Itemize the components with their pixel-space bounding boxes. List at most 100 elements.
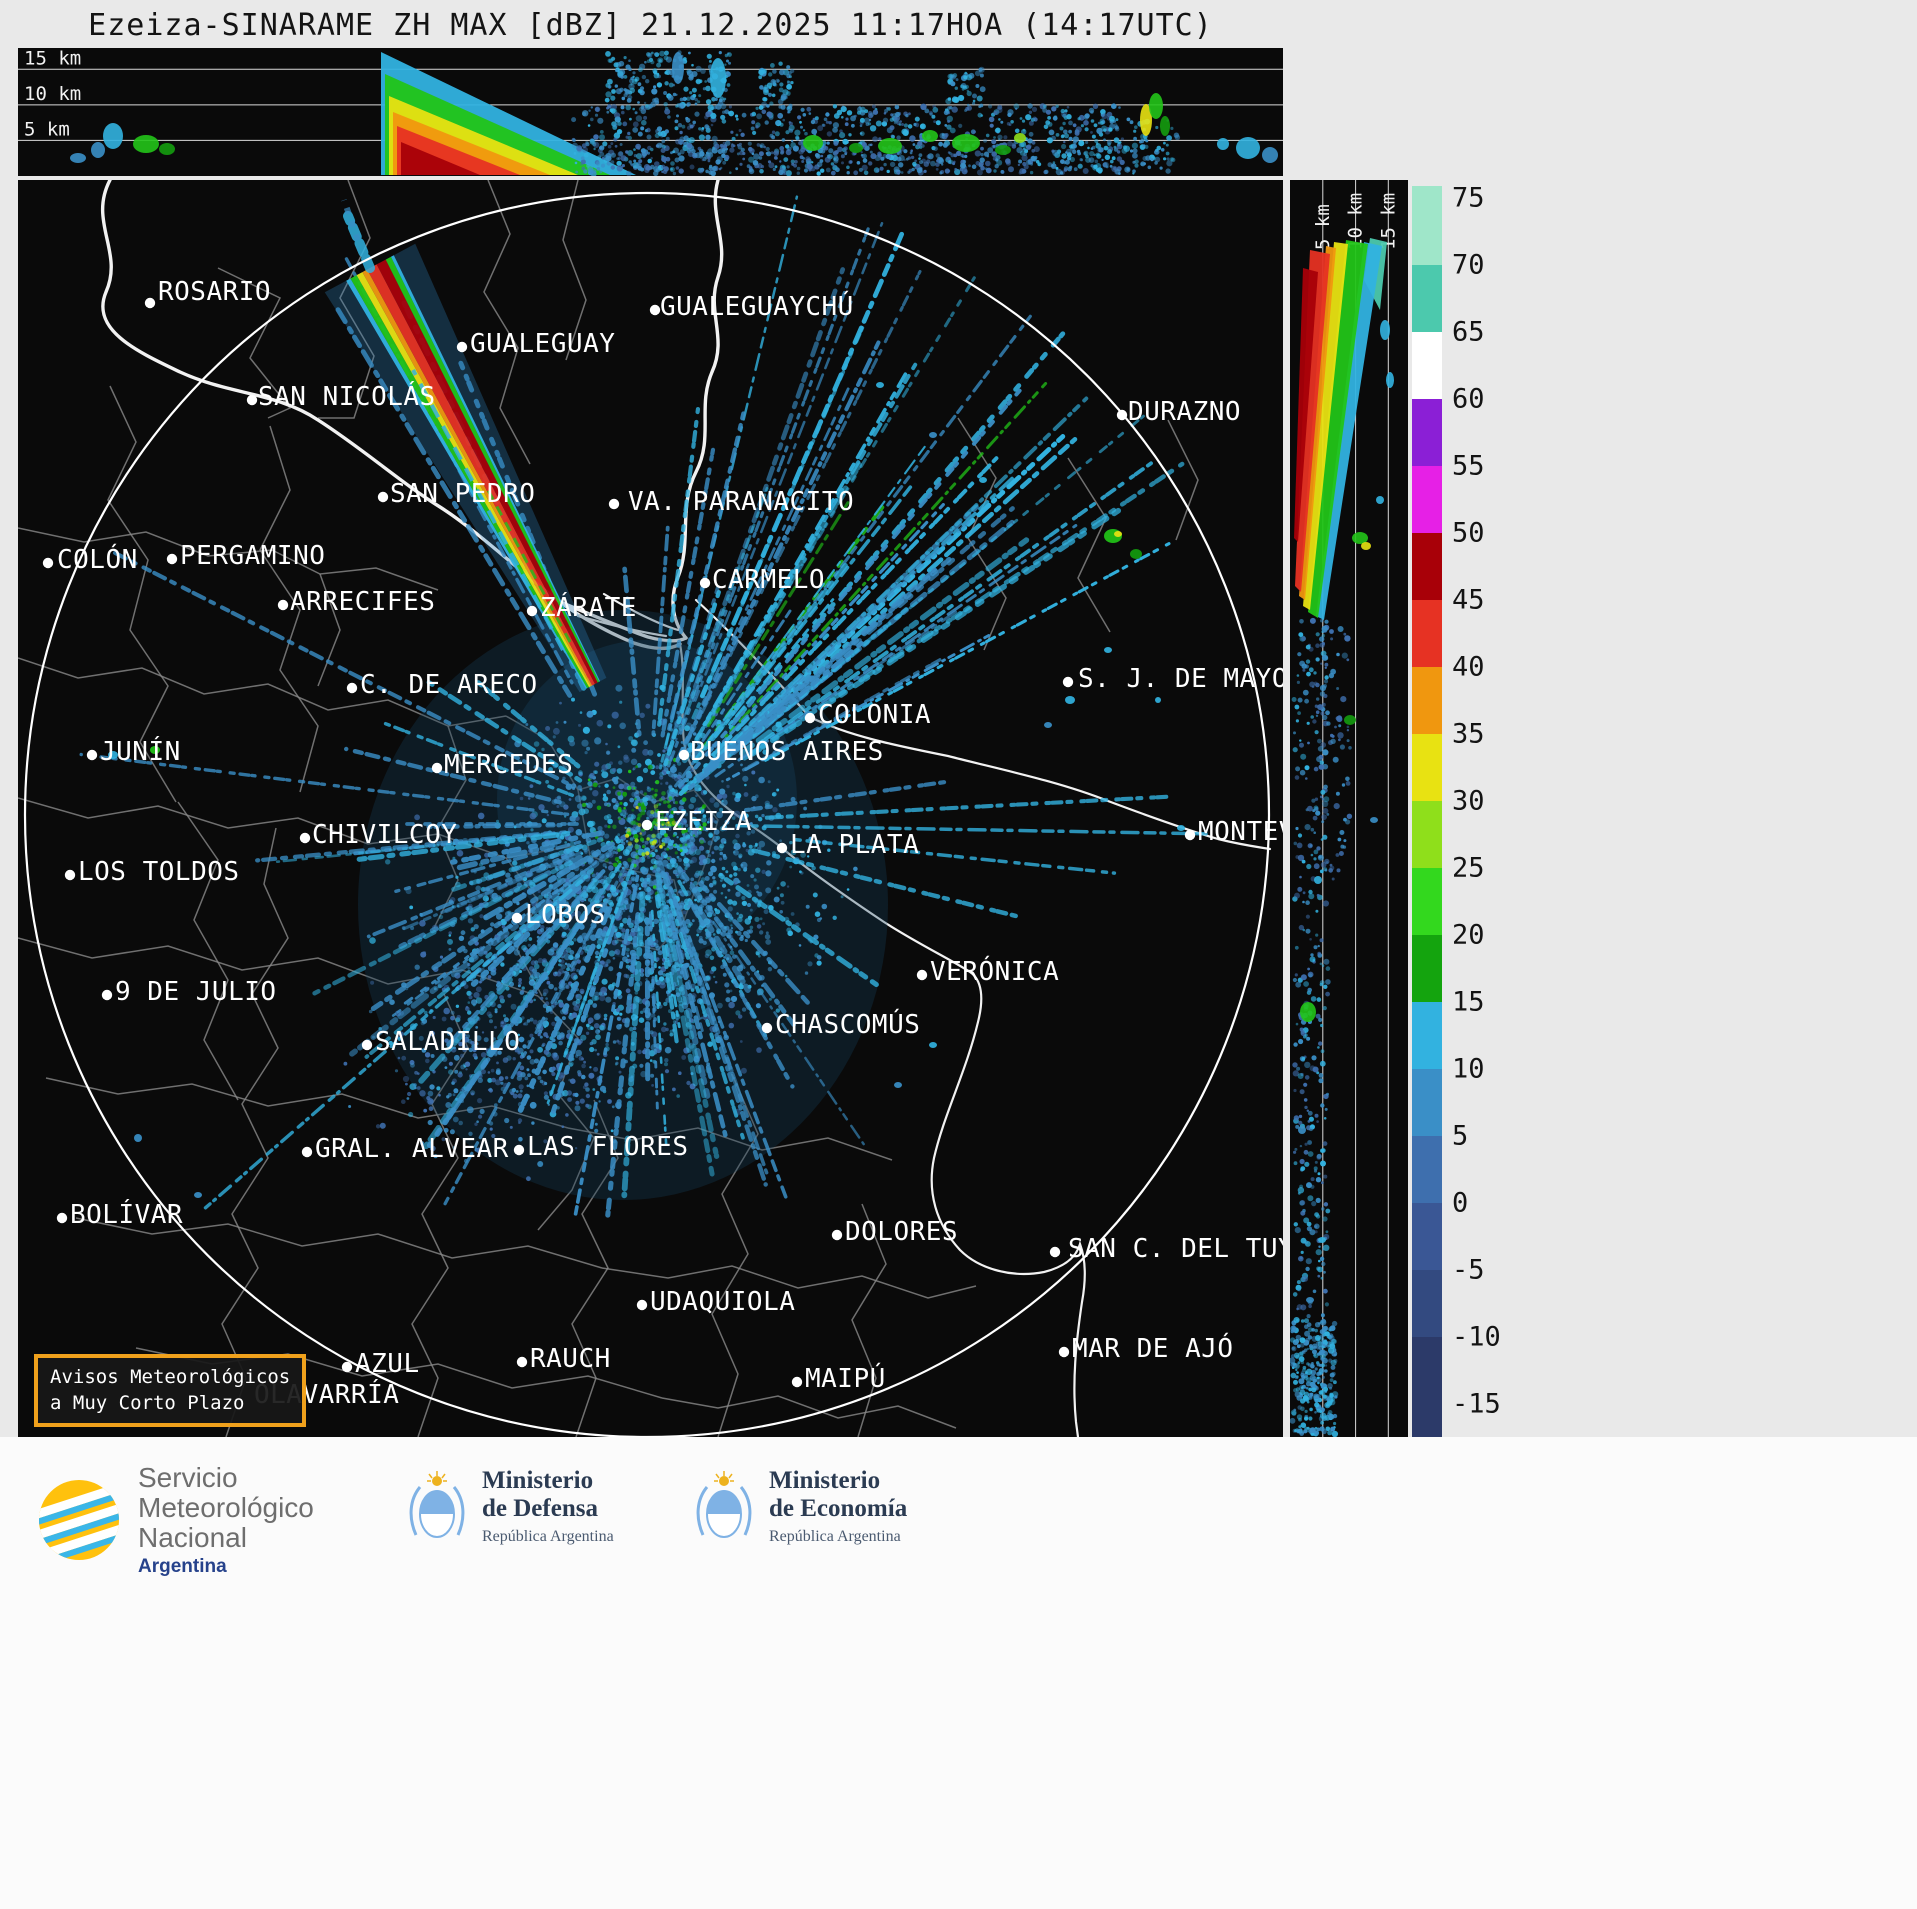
top-altitude-profile: 15 km 10 km 5 km [18, 48, 1283, 176]
colorbar-tick-label: 0 [1452, 1187, 1469, 1219]
colorbar-tick-label: 35 [1452, 718, 1485, 750]
city-label: MAR DE AJÓ [1072, 1332, 1234, 1364]
echo-ray [391, 861, 597, 1017]
echo-blob [150, 746, 160, 754]
echo-blob [929, 1042, 937, 1048]
district-boundary [217, 267, 292, 419]
echo-ray [728, 598, 835, 726]
district-boundary [851, 1203, 887, 1437]
city-label: MAIPÚ [805, 1362, 886, 1394]
echo-ray [656, 887, 715, 1177]
river [558, 600, 688, 643]
city-marker [346, 682, 358, 694]
echo-ray [742, 461, 1185, 761]
city-marker [649, 304, 661, 316]
colorbar-tick-label: 10 [1452, 1053, 1485, 1085]
right-profile-canvas: 5 km 10 km 15 km [1290, 180, 1408, 1437]
city-label: BOLÍVAR [70, 1198, 183, 1230]
city-marker [804, 712, 816, 724]
echo-ray [721, 503, 945, 744]
echo-ray [275, 830, 571, 864]
colorbar-segment [1412, 533, 1442, 600]
echo-ray [443, 901, 607, 1206]
city-label: VA. PARANACITO [628, 487, 854, 517]
echo-blob [849, 143, 863, 153]
colorbar-segment [1412, 1270, 1442, 1337]
city-marker [761, 1022, 773, 1034]
city-label: SALADILLO [375, 1027, 520, 1057]
radar-echoes [79, 195, 1209, 1224]
range-ring [24, 192, 1270, 1437]
city-label: VERÓNICA [930, 955, 1059, 987]
echo-blob [929, 432, 937, 438]
city-marker [42, 557, 54, 569]
city-label: LOBOS [525, 900, 606, 930]
echo-ray [451, 837, 604, 892]
echo-ray [695, 905, 754, 998]
city-marker [56, 1212, 68, 1224]
city-marker [511, 912, 523, 924]
echo-ray [794, 837, 1117, 875]
echo-blob [1386, 372, 1394, 388]
city-label: GUALEGUAY [470, 329, 615, 359]
district-boundary [537, 995, 595, 1231]
city-label: SAN NICOLÁS [258, 380, 436, 412]
echo-ray [671, 383, 852, 771]
echo-blob [672, 52, 684, 84]
colorbar-tick-label: 5 [1452, 1120, 1469, 1152]
echo-ray [547, 886, 629, 1125]
ministry-name: Ministerio [769, 1467, 881, 1494]
echo-ray [199, 874, 589, 1213]
echo-blob [1262, 147, 1278, 163]
echo-blob [995, 145, 1011, 155]
echo-blob [1140, 104, 1152, 136]
district-boundary [45, 1077, 569, 1129]
echo-ray [604, 912, 641, 1224]
city-label: 9 DE JULIO [115, 977, 277, 1007]
altitude-label: 5 km [1312, 204, 1334, 250]
district-boundary [1067, 457, 1111, 633]
echo-ray [689, 362, 918, 751]
city-label: RAUCH [530, 1344, 611, 1374]
echo-blob [1298, 1126, 1306, 1134]
echo-ray [758, 456, 1160, 745]
ministry-defensa-text: Ministerio de Defensa República Argentin… [482, 1467, 614, 1546]
echo-ray [450, 830, 602, 865]
echo-blob [1314, 876, 1322, 884]
echo-ray [681, 486, 769, 726]
echo-blob [1344, 715, 1356, 725]
city-label: LAS FLORES [527, 1132, 689, 1162]
argentina-coat-of-arms-icon [696, 1470, 752, 1538]
city-marker [64, 869, 76, 881]
colorbar-tick-label: 40 [1452, 651, 1485, 683]
colorbar-segment [1412, 198, 1442, 265]
city-label: CARMELO [712, 565, 825, 595]
city-label: PERGAMINO [180, 541, 325, 571]
warning-banner[interactable]: Avisos Meteorológicos a Muy Corto Plazo [34, 1353, 307, 1427]
echo-ray [515, 906, 613, 1119]
echo-blob [1065, 696, 1075, 704]
echo-ray [468, 673, 581, 769]
echo-ray [718, 873, 879, 988]
echo-blob [1155, 697, 1161, 703]
city-marker [144, 297, 156, 309]
echo-ray [693, 221, 884, 702]
city-marker [776, 842, 788, 854]
colorbar-tick-label: -15 [1452, 1388, 1501, 1420]
echo-ray [724, 382, 1048, 739]
colorbar-tick-label: 75 [1452, 182, 1485, 214]
city-label: EZEIZA [655, 807, 752, 837]
echo-ray [621, 891, 646, 1199]
echo-blob [952, 134, 980, 152]
city-label: LA PLATA [790, 830, 919, 860]
district-boundary [661, 1395, 957, 1429]
echo-ray [675, 911, 769, 1175]
argentina-coat-of-arms-icon [409, 1470, 465, 1538]
city-marker [791, 1376, 803, 1388]
city-marker [456, 341, 468, 353]
city-marker [431, 762, 443, 774]
district-boundary [483, 180, 531, 465]
city-label: UDAQUIOLA [650, 1287, 795, 1317]
city-marker [86, 749, 98, 761]
city-label: CHIVILCOY [312, 820, 457, 850]
